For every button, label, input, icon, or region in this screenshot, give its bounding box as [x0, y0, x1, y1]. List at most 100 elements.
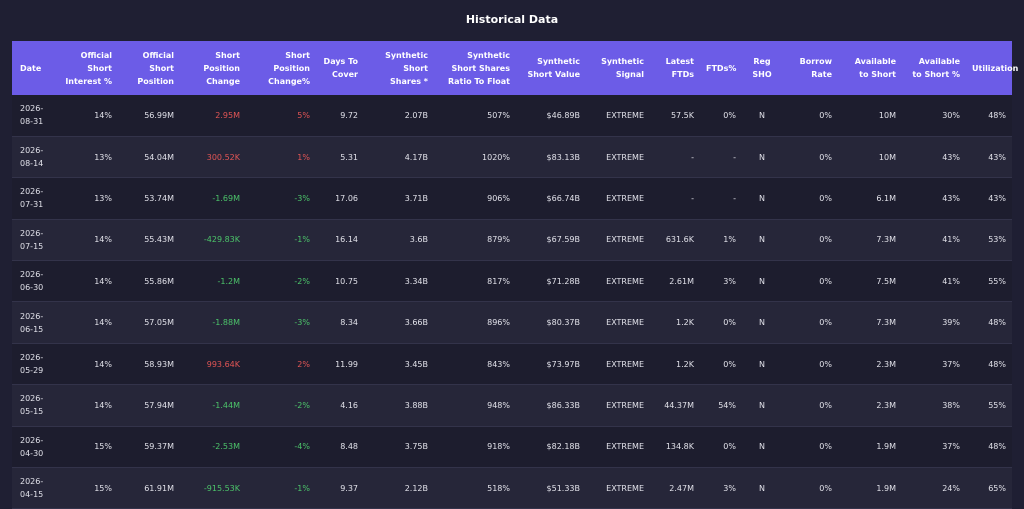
cell-synthetic-short-value: $73.97B: [546, 359, 580, 369]
col-header-date[interactable]: Date: [20, 63, 42, 73]
cell-short-position-change: -429.83K: [203, 235, 240, 245]
cell-official-short-position: 61.91M: [144, 483, 174, 493]
cell-synthetic-signal: EXTREME: [606, 193, 644, 203]
cell-date: 2026-07-15: [20, 228, 44, 251]
col-header-utilization[interactable]: Utilization: [972, 63, 1019, 73]
cell-official-short-interest: 15%: [94, 483, 112, 493]
cell-official-short-interest: 14%: [94, 318, 112, 328]
table-row[interactable]: 2026-08-14 13% 54.04M 300.52K 1% 5.31 4.17B 102…: [12, 136, 1012, 178]
cell-ftds-pct: 0%: [723, 442, 736, 452]
cell-available-to-short: 7.3M: [876, 235, 896, 245]
cell-borrow-rate: 0%: [819, 400, 832, 410]
cell-ftds-pct: 54%: [718, 400, 736, 410]
cell-official-short-position: 53.74M: [144, 193, 174, 203]
cell-short-position-change: -1.88M: [212, 318, 240, 328]
cell-available-to-short-pct: 39%: [942, 318, 960, 328]
cell-utilization: 48%: [988, 442, 1006, 452]
cell-synthetic-signal: EXTREME: [606, 152, 644, 162]
cell-short-position-change: 2.95M: [215, 110, 240, 120]
col-header-synthetic-short-value[interactable]: Synthetic Short Value: [527, 57, 580, 79]
cell-short-position-change-pct: -1%: [294, 235, 310, 245]
cell-utilization: 48%: [988, 318, 1006, 328]
cell-borrow-rate: 0%: [819, 318, 832, 328]
historical-data-table: Date Official Short Interest % Official …: [12, 41, 1019, 509]
cell-date: 2026-06-30: [20, 270, 44, 293]
cell-synthetic-short-value: $66.74B: [546, 193, 580, 203]
col-header-days-to-cover[interactable]: Days To Cover: [323, 57, 358, 79]
cell-official-short-position: 56.99M: [144, 110, 174, 120]
table-row[interactable]: 2026-06-30 14% 55.86M -1.2M -2% 10.75 3.34B 817…: [12, 260, 1012, 302]
cell-synthetic-signal: EXTREME: [606, 400, 644, 410]
col-header-short-position-change-pct[interactable]: Short Position Change%: [268, 50, 310, 86]
cell-ftds-pct: 3%: [723, 276, 736, 286]
cell-synthetic-short-value: $67.59B: [546, 235, 580, 245]
cell-official-short-interest: 14%: [94, 359, 112, 369]
cell-available-to-short: 2.3M: [876, 359, 896, 369]
cell-borrow-rate: 0%: [819, 235, 832, 245]
cell-available-to-short: 6.1M: [876, 193, 896, 203]
col-header-borrow-rate[interactable]: Borrow Rate: [799, 57, 832, 79]
cell-official-short-interest: 14%: [94, 276, 112, 286]
cell-borrow-rate: 0%: [819, 193, 832, 203]
cell-available-to-short-pct: 41%: [942, 235, 960, 245]
cell-latest-ftds: 44.37M: [664, 400, 694, 410]
table-row[interactable]: 2026-08-31 14% 56.99M 2.95M 5% 9.72 2.07B 507% $…: [12, 95, 1012, 137]
cell-date: 2026-08-31: [20, 104, 44, 127]
cell-latest-ftds: 631.6K: [665, 235, 694, 245]
cell-available-to-short: 10M: [878, 110, 896, 120]
cell-official-short-interest: 13%: [94, 193, 112, 203]
cell-synthetic-signal: EXTREME: [606, 442, 644, 452]
table-row[interactable]: 2026-04-30 15% 59.37M -2.53M -4% 8.48 3.75B 918…: [12, 426, 1012, 468]
col-header-synthetic-signal[interactable]: Synthetic Signal: [601, 57, 644, 79]
cell-synthetic-short-shares: 3.75B: [404, 442, 428, 452]
cell-reg-sho: N: [759, 318, 765, 328]
cell-short-position-change-pct: -2%: [294, 400, 310, 410]
cell-synthetic-ratio-to-float: 843%: [487, 359, 510, 369]
cell-reg-sho: N: [759, 152, 765, 162]
table-row[interactable]: 2026-06-15 14% 57.05M -1.88M -3% 8.34 3.66B 896…: [12, 301, 1012, 344]
col-header-reg-sho[interactable]: Reg SHO: [752, 57, 772, 79]
cell-synthetic-short-shares: 3.71B: [404, 193, 428, 203]
cell-synthetic-short-value: $71.28B: [546, 276, 580, 286]
col-header-latest-ftds[interactable]: Latest FTDs: [665, 57, 694, 79]
table-row[interactable]: 2026-05-29 14% 58.93M 993.64K 2% 11.99 3.45B 84…: [12, 343, 1012, 385]
cell-synthetic-ratio-to-float: 948%: [487, 400, 510, 410]
table-row[interactable]: 2026-05-15 14% 57.94M -1.44M -2% 4.16 3.88B 948…: [12, 384, 1012, 427]
col-header-available-to-short[interactable]: Available to Short: [854, 57, 896, 79]
cell-utilization: 43%: [988, 193, 1006, 203]
cell-date: 2026-06-15: [20, 311, 44, 334]
cell-short-position-change: -2.53M: [212, 442, 240, 452]
cell-synthetic-ratio-to-float: 518%: [487, 483, 510, 493]
table-row[interactable]: 2026-04-15 15% 61.91M -915.53K -1% 9.37 2.12B 5…: [12, 467, 1012, 509]
cell-short-position-change-pct: 5%: [297, 110, 310, 120]
cell-short-position-change: 993.64K: [206, 359, 240, 369]
cell-latest-ftds: 2.47M: [669, 483, 694, 493]
cell-latest-ftds: 1.2K: [676, 359, 694, 369]
cell-reg-sho: N: [759, 193, 765, 203]
table-row[interactable]: 2026-07-15 14% 55.43M -429.83K -1% 16.14 3.6B 8…: [12, 219, 1012, 261]
cell-borrow-rate: 0%: [819, 110, 832, 120]
cell-available-to-short-pct: 43%: [942, 152, 960, 162]
cell-days-to-cover: 8.48: [340, 442, 358, 452]
cell-official-short-position: 57.05M: [144, 318, 174, 328]
col-header-official-short-position[interactable]: Official Short Position: [137, 50, 174, 86]
cell-synthetic-ratio-to-float: 879%: [487, 235, 510, 245]
cell-borrow-rate: 0%: [819, 276, 832, 286]
cell-short-position-change: -1.69M: [212, 193, 240, 203]
cell-official-short-position: 54.04M: [144, 152, 174, 162]
cell-synthetic-signal: EXTREME: [606, 318, 644, 328]
col-header-official-short-interest[interactable]: Official Short Interest %: [65, 50, 112, 86]
table-row[interactable]: 2026-07-31 13% 53.74M -1.69M -3% 17.06 3.71B 90…: [12, 177, 1012, 220]
col-header-ftds-pct[interactable]: FTDs%: [706, 63, 737, 73]
cell-date: 2026-04-30: [20, 435, 44, 458]
cell-synthetic-signal: EXTREME: [606, 483, 644, 493]
col-header-synthetic-ratio-to-float[interactable]: Synthetic Short Shares Ratio To Float: [447, 50, 510, 86]
col-header-short-position-change[interactable]: Short Position Change: [203, 50, 240, 86]
col-header-synthetic-short-shares[interactable]: Synthetic Short Shares *: [385, 50, 428, 86]
cell-available-to-short: 1.9M: [876, 483, 896, 493]
cell-reg-sho: N: [759, 235, 765, 245]
cell-synthetic-short-shares: 3.45B: [404, 359, 428, 369]
col-header-available-to-short-pct[interactable]: Available to Short %: [912, 57, 960, 79]
cell-available-to-short: 2.3M: [876, 400, 896, 410]
cell-available-to-short: 7.3M: [876, 318, 896, 328]
